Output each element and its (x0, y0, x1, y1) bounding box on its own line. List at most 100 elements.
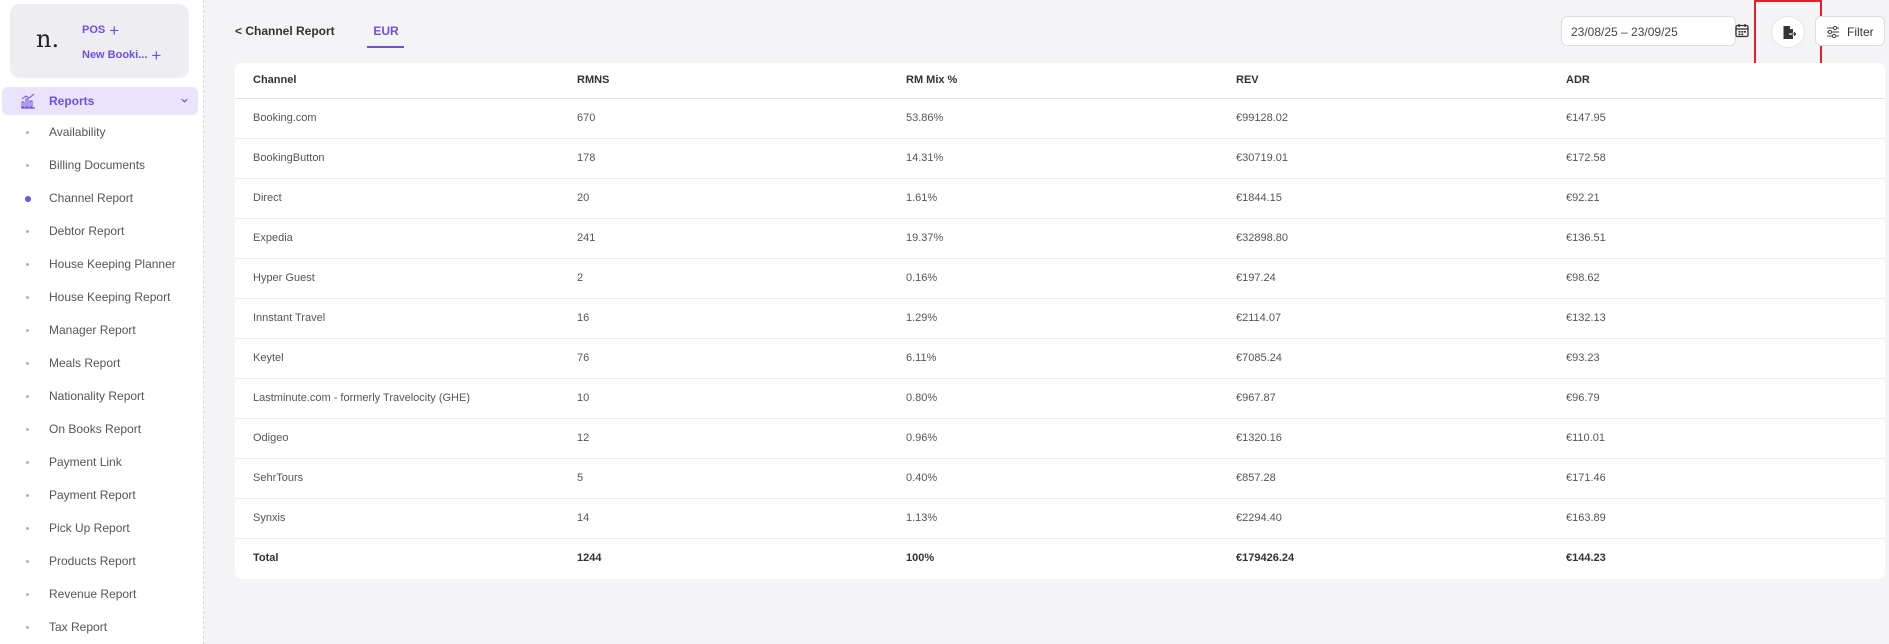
sidebar-item-manager-report[interactable]: Manager Report (0, 314, 200, 347)
sidebar-item-payment-report[interactable]: Payment Report (0, 479, 200, 512)
table-total-row: Total 1244 100% €179426.24 €144.23 (235, 539, 1885, 579)
sidebar-item-revenue-report[interactable]: Revenue Report (0, 578, 200, 611)
cell-adr: €96.79 (1566, 392, 1600, 404)
column-header-channel[interactable]: Channel (253, 74, 297, 86)
cell-rm-mix: 0.96% (906, 432, 938, 444)
table-row: Keytel 76 6.11% €7085.24 €93.23 (235, 339, 1885, 379)
column-header-rmns[interactable]: RMNS (577, 74, 610, 86)
calendar-icon[interactable] (1735, 23, 1749, 38)
cell-channel: Expedia (253, 232, 293, 244)
cell-rmns: 2 (577, 272, 584, 284)
sidebar-item-label: Payment Report (49, 488, 136, 502)
bullet-icon (26, 560, 29, 563)
channel-report-table: Channel RMNS RM Mix % REV ADR Booking.co… (235, 63, 1885, 579)
sidebar-item-products-report[interactable]: Products Report (0, 545, 200, 578)
bullet-icon (26, 494, 29, 497)
plus-icon: + (151, 45, 162, 65)
sidebar-item-payment-link[interactable]: Payment Link (0, 446, 200, 479)
cell-channel: Direct (253, 192, 282, 204)
bullet-icon (26, 329, 29, 332)
quick-link-pos[interactable]: POS + (82, 22, 119, 39)
bullet-icon (26, 428, 29, 431)
cell-rmns: 10 (577, 392, 590, 404)
table-row: Hyper Guest 2 0.16% €197.24 €98.62 (235, 259, 1885, 299)
app-logo[interactable]: n. (36, 25, 60, 53)
sidebar-item-pick-up-report[interactable]: Pick Up Report (0, 512, 200, 545)
sidebar-item-label: Meals Report (49, 356, 121, 370)
cell-rev: €1844.15 (1236, 192, 1282, 204)
cell-rm-mix: 53.86% (906, 112, 944, 124)
sidebar-item-billing-documents[interactable]: Billing Documents (0, 149, 200, 182)
cell-rev: €7085.24 (1236, 352, 1282, 364)
bullet-icon (26, 527, 29, 530)
cell-rmns: 241 (577, 232, 596, 244)
cell-adr: €93.23 (1566, 352, 1600, 364)
bullet-icon (26, 593, 29, 596)
export-button[interactable] (1771, 16, 1805, 48)
cell-rev: €32898.80 (1236, 232, 1288, 244)
cell-rm-mix: 1.29% (906, 312, 938, 324)
sidebar-item-debtor-report[interactable]: Debtor Report (0, 215, 200, 248)
column-header-rev[interactable]: REV (1236, 74, 1259, 86)
cell-rev: €179426.24 (1236, 552, 1295, 564)
active-bullet-icon (25, 196, 31, 202)
table-row: Innstant Travel 16 1.29% €2114.07 €132.13 (235, 299, 1885, 339)
sidebar-item-meals-report[interactable]: Meals Report (0, 347, 200, 380)
cell-channel: Booking.com (253, 112, 317, 124)
back-link[interactable]: < Channel Report (235, 24, 335, 38)
cell-rmns: 20 (577, 192, 590, 204)
date-range-value: 23/08/25 – 23/09/25 (1571, 25, 1678, 39)
cell-rm-mix: 0.80% (906, 392, 938, 404)
cell-rm-mix: 1.13% (906, 512, 938, 524)
sidebar-item-label: Payment Link (49, 455, 122, 469)
cell-rev: €857.28 (1236, 472, 1276, 484)
cell-rmns: 16 (577, 312, 590, 324)
chevron-down-icon (181, 98, 188, 103)
sidebar-item-tax-report[interactable]: Tax Report (0, 611, 200, 644)
table-row: Direct 20 1.61% €1844.15 €92.21 (235, 179, 1885, 219)
reports-submenu: Availability Billing Documents Channel R… (0, 116, 200, 644)
active-tab-indicator (367, 46, 404, 48)
cell-rmns: 14 (577, 512, 590, 524)
sidebar-item-availability[interactable]: Availability (0, 116, 200, 149)
cell-channel: Lastminute.com - formerly Travelocity (G… (253, 392, 470, 404)
cell-adr: €171.46 (1566, 472, 1606, 484)
cell-channel: SehrTours (253, 472, 304, 484)
column-header-rm-mix[interactable]: RM Mix % (906, 74, 958, 86)
cell-rm-mix: 1.61% (906, 192, 938, 204)
sidebar-item-house-keeping-report[interactable]: House Keeping Report (0, 281, 200, 314)
cell-rev: €30719.01 (1236, 152, 1288, 164)
cell-rev: €967.87 (1236, 392, 1276, 404)
cell-adr: €136.51 (1566, 232, 1606, 244)
date-range-picker[interactable]: 23/08/25 – 23/09/25 (1561, 16, 1749, 46)
sidebar-item-label: Billing Documents (49, 158, 146, 172)
sliders-icon (1827, 26, 1839, 38)
cell-adr: €163.89 (1566, 512, 1606, 524)
cell-adr: €110.01 (1566, 432, 1605, 444)
table-row: Expedia 241 19.37% €32898.80 €136.51 (235, 219, 1885, 259)
cell-rev: €2114.07 (1236, 312, 1282, 324)
cell-adr: €132.13 (1566, 312, 1606, 324)
bullet-icon (26, 461, 29, 464)
cell-channel: Innstant Travel (253, 312, 326, 324)
sidebar-section-reports[interactable]: Reports (2, 87, 198, 115)
column-header-adr[interactable]: ADR (1566, 74, 1590, 86)
sidebar-item-house-keeping-planner[interactable]: House Keeping Planner (0, 248, 200, 281)
sidebar-item-on-books-report[interactable]: On Books Report (0, 413, 200, 446)
quick-link-new-booking[interactable]: New Booki... + (82, 45, 162, 65)
tab-eur[interactable]: EUR (373, 24, 399, 38)
cell-adr: €147.95 (1566, 112, 1606, 124)
filter-button[interactable]: Filter (1815, 16, 1885, 46)
sidebar-item-channel-report[interactable]: Channel Report (0, 182, 200, 215)
sidebar-item-label: Pick Up Report (49, 521, 130, 535)
bullet-icon (26, 131, 29, 134)
cell-adr: €92.21 (1566, 192, 1600, 204)
sidebar-section-label: Reports (49, 94, 95, 108)
quick-link-label: POS (82, 24, 106, 36)
sidebar-item-nationality-report[interactable]: Nationality Report (0, 380, 200, 413)
sidebar-item-label: On Books Report (49, 422, 142, 436)
table-row: BookingButton 178 14.31% €30719.01 €172.58 (235, 139, 1885, 179)
cell-rev: €2294.40 (1236, 512, 1282, 524)
file-export-icon (1783, 26, 1796, 39)
bullet-icon (26, 626, 29, 629)
